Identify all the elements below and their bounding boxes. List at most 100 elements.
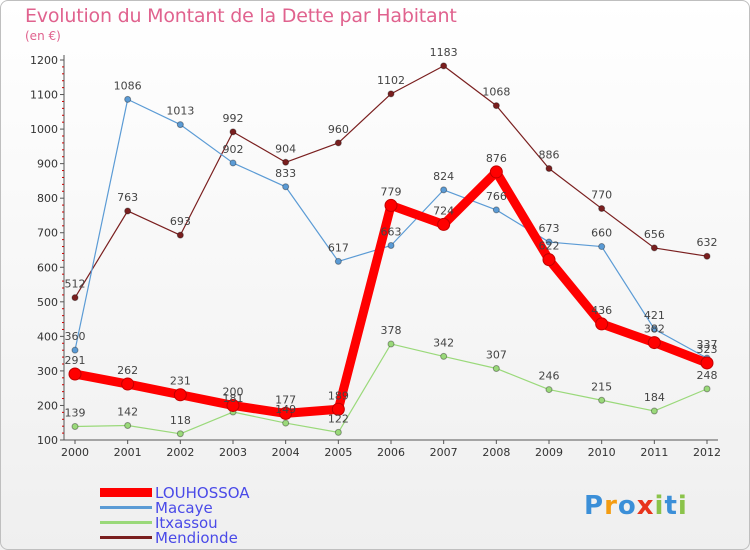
data-point-mendionde <box>229 128 237 136</box>
data-point-itxassou <box>387 340 395 348</box>
data-point-louhossoa <box>489 165 503 179</box>
data-label-itxassou: 342 <box>433 336 454 349</box>
data-point-mendionde <box>176 231 184 239</box>
data-point-mendionde <box>492 102 500 110</box>
data-point-macaye <box>492 206 500 214</box>
data-point-itxassou <box>703 385 711 393</box>
data-label-mendionde: 904 <box>275 142 296 155</box>
data-label-louhossoa: 200 <box>223 385 244 398</box>
data-label-macaye: 617 <box>328 241 349 254</box>
y-tick-label: 1000 <box>30 123 58 136</box>
y-tick-label: 800 <box>37 192 58 205</box>
data-label-mendionde: 693 <box>170 215 191 228</box>
x-tick-label: 2007 <box>430 446 458 459</box>
data-point-louhossoa <box>173 388 187 402</box>
data-point-macaye <box>229 159 237 167</box>
data-point-macaye <box>176 121 184 129</box>
data-label-louhossoa: 436 <box>591 304 612 317</box>
x-tick-label: 2004 <box>272 446 300 459</box>
data-label-louhossoa: 262 <box>117 364 138 377</box>
x-tick-label: 2010 <box>588 446 616 459</box>
chart-subtitle: (en €) <box>25 29 61 43</box>
legend-label: Itxassou <box>155 513 218 532</box>
legend-swatch <box>100 521 152 524</box>
data-label-macaye: 337 <box>697 338 718 351</box>
data-label-louhossoa: 177 <box>275 393 296 406</box>
proxiti-logo: Proxiti <box>584 491 688 521</box>
data-point-louhossoa <box>542 253 556 267</box>
data-label-macaye: 824 <box>433 170 454 183</box>
data-point-macaye <box>598 243 606 251</box>
data-point-mendionde <box>703 252 711 260</box>
legend-label: Macaye <box>155 498 213 517</box>
x-tick-label: 2008 <box>482 446 510 459</box>
data-label-louhossoa: 189 <box>328 389 349 402</box>
data-point-louhossoa <box>700 356 714 370</box>
data-label-macaye: 660 <box>591 227 612 240</box>
data-label-macaye: 663 <box>381 226 402 239</box>
legend-label: Mendionde <box>155 528 238 547</box>
data-point-louhossoa <box>331 402 345 416</box>
data-point-itxassou <box>650 407 658 415</box>
y-tick-label: 200 <box>37 399 58 412</box>
data-point-itxassou <box>176 430 184 438</box>
logo-letter: P <box>584 491 605 521</box>
data-label-mendionde: 1183 <box>430 46 458 59</box>
legend-item-mendionde: Mendionde <box>100 528 238 547</box>
data-point-itxassou <box>124 421 132 429</box>
data-point-itxassou <box>545 386 553 394</box>
data-label-macaye: 833 <box>275 167 296 180</box>
data-label-louhossoa: 876 <box>486 152 507 165</box>
data-label-itxassou: 246 <box>539 370 560 383</box>
x-tick-label: 2005 <box>324 446 352 459</box>
legend-item-itxassou: Itxassou <box>100 513 218 532</box>
data-point-louhossoa <box>226 398 240 412</box>
data-label-itxassou: 215 <box>591 380 612 393</box>
data-point-louhossoa <box>384 198 398 212</box>
x-tick-label: 2000 <box>61 446 89 459</box>
data-point-mendionde <box>387 90 395 98</box>
data-point-louhossoa <box>279 406 293 420</box>
data-label-macaye: 360 <box>65 330 86 343</box>
y-tick-label: 900 <box>37 158 58 171</box>
y-tick-label: 600 <box>37 261 58 274</box>
data-label-macaye: 421 <box>644 309 665 322</box>
data-point-louhossoa <box>437 217 451 231</box>
x-tick-label: 2003 <box>219 446 247 459</box>
data-point-itxassou <box>282 419 290 427</box>
y-tick-label: 700 <box>37 227 58 240</box>
data-label-itxassou: 149 <box>275 403 296 416</box>
legend-label: LOUHOSSOA <box>155 483 250 502</box>
y-tick-label: 100 <box>37 434 58 447</box>
data-point-macaye <box>387 242 395 250</box>
data-point-macaye <box>71 346 79 354</box>
data-point-mendionde <box>545 164 553 172</box>
data-label-itxassou: 181 <box>223 392 244 405</box>
x-tick-label: 2001 <box>114 446 142 459</box>
data-label-itxassou: 118 <box>170 414 191 427</box>
data-label-louhossoa: 724 <box>433 204 454 217</box>
data-label-louhossoa: 779 <box>381 185 402 198</box>
data-label-mendionde: 960 <box>328 123 349 136</box>
data-label-macaye: 902 <box>223 143 244 156</box>
y-tick-label: 500 <box>37 296 58 309</box>
data-point-itxassou <box>598 396 606 404</box>
data-label-itxassou: 307 <box>486 348 507 361</box>
logo-letter: i <box>677 491 688 521</box>
data-point-mendionde <box>650 244 658 252</box>
data-point-itxassou <box>440 352 448 360</box>
data-label-macaye: 673 <box>539 222 560 235</box>
data-label-itxassou: 122 <box>328 412 349 425</box>
data-label-mendionde: 656 <box>644 228 665 241</box>
data-point-louhossoa <box>647 336 661 350</box>
data-point-mendionde <box>598 205 606 213</box>
x-tick-label: 2009 <box>535 446 563 459</box>
x-tick-label: 2011 <box>640 446 668 459</box>
data-point-mendionde <box>440 62 448 70</box>
data-label-louhossoa: 622 <box>539 240 560 253</box>
data-label-louhossoa: 382 <box>644 323 665 336</box>
data-label-mendionde: 1102 <box>377 74 405 87</box>
data-point-louhossoa <box>68 367 82 381</box>
y-tick-label: 300 <box>37 365 58 378</box>
